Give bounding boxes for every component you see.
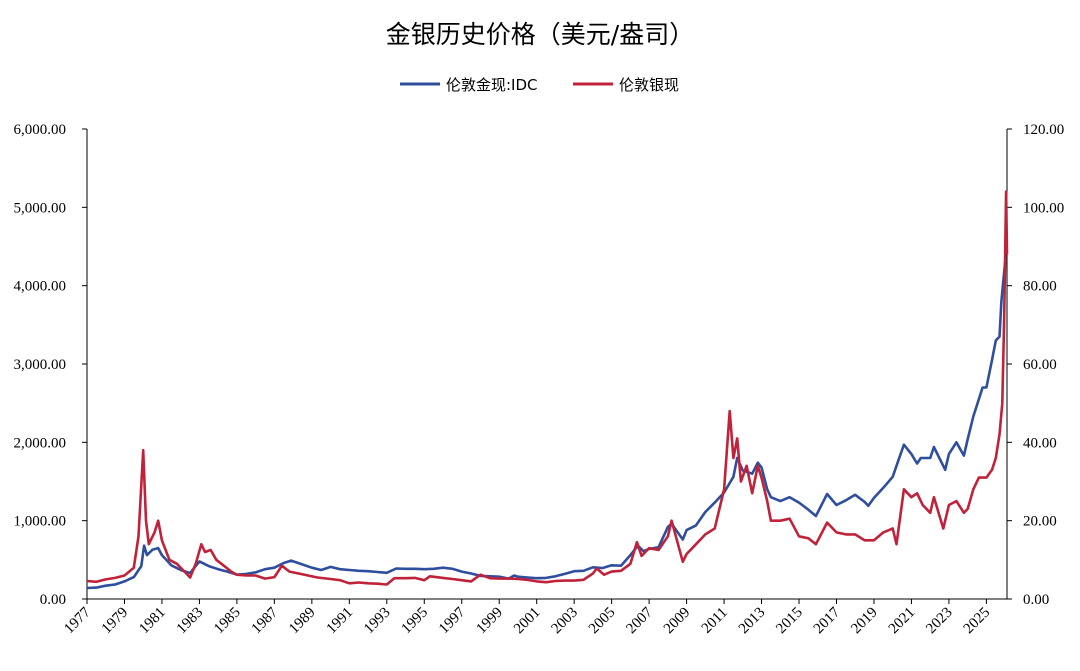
x-tick-label: 1989 [286,605,319,638]
left-y-tick-label: 1,000.00 [14,514,67,530]
right-y-tick-label: 60.00 [1023,357,1057,373]
right-y-tick-label: 80.00 [1023,279,1057,295]
x-tick-label: 2013 [736,605,769,638]
right-y-tick-label: 120.00 [1023,122,1064,138]
left-y-tick-label: 5,000.00 [14,200,67,216]
left-y-tick-label: 0.00 [40,592,66,608]
x-tick-label: 1995 [399,605,432,638]
x-tick-label: 2011 [699,605,731,637]
legend-label-silver: 伦敦银现 [619,76,679,94]
x-tick-label: 1979 [99,605,132,638]
left-y-tick-label: 2,000.00 [14,435,67,451]
right-y-tick-label: 0.00 [1023,592,1049,608]
x-tick-label: 2001 [511,605,544,638]
right-y-tick-labels: 0.00 20.00 40.00 60.00 80.00 100.00 120.00 [1007,122,1064,608]
x-tick-label: 2005 [586,605,619,638]
x-tick-label: 1983 [174,605,207,638]
x-tick-label: 1999 [474,605,507,638]
x-tick-labels: 1977 1979 1981 1983 1985 1987 1989 1991 1993 1995… [61,599,993,637]
x-tick-label: 1981 [136,605,169,638]
x-tick-label: 2025 [961,605,994,638]
right-y-tick-label: 20.00 [1023,514,1057,530]
left-y-tick-label: 6,000.00 [14,122,67,138]
x-tick-label: 2021 [886,605,919,638]
x-tick-label: 2019 [848,605,881,638]
x-tick-label: 2015 [773,605,806,638]
x-tick-label: 1987 [249,604,282,637]
legend: 伦敦金现:IDC 伦敦银现 [400,76,679,94]
x-tick-label: 1977 [61,604,94,637]
x-tick-label: 1991 [324,605,357,638]
series-line-silver [86,190,1009,586]
x-tick-label: 2023 [923,605,956,638]
x-tick-label: 2003 [548,605,581,638]
left-y-tick-label: 3,000.00 [14,357,67,373]
x-tick-label: 1997 [436,604,469,637]
x-tick-label: 2017 [811,604,844,637]
x-tick-label: 1985 [211,605,244,638]
legend-label-gold: 伦敦金现:IDC [446,76,538,94]
x-tick-label: 2007 [623,604,656,637]
right-y-tick-label: 40.00 [1023,435,1057,451]
left-y-tick-label: 4,000.00 [14,279,67,295]
chart-title: 金银历史价格（美元/盎司） [386,20,694,49]
x-tick-label: 1993 [361,605,394,638]
left-y-tick-labels: 0.00 1,000.00 2,000.00 3,000.00 4,000.00 5,00… [14,122,87,608]
x-tick-label: 2009 [661,605,694,638]
right-y-tick-label: 100.00 [1023,200,1064,216]
